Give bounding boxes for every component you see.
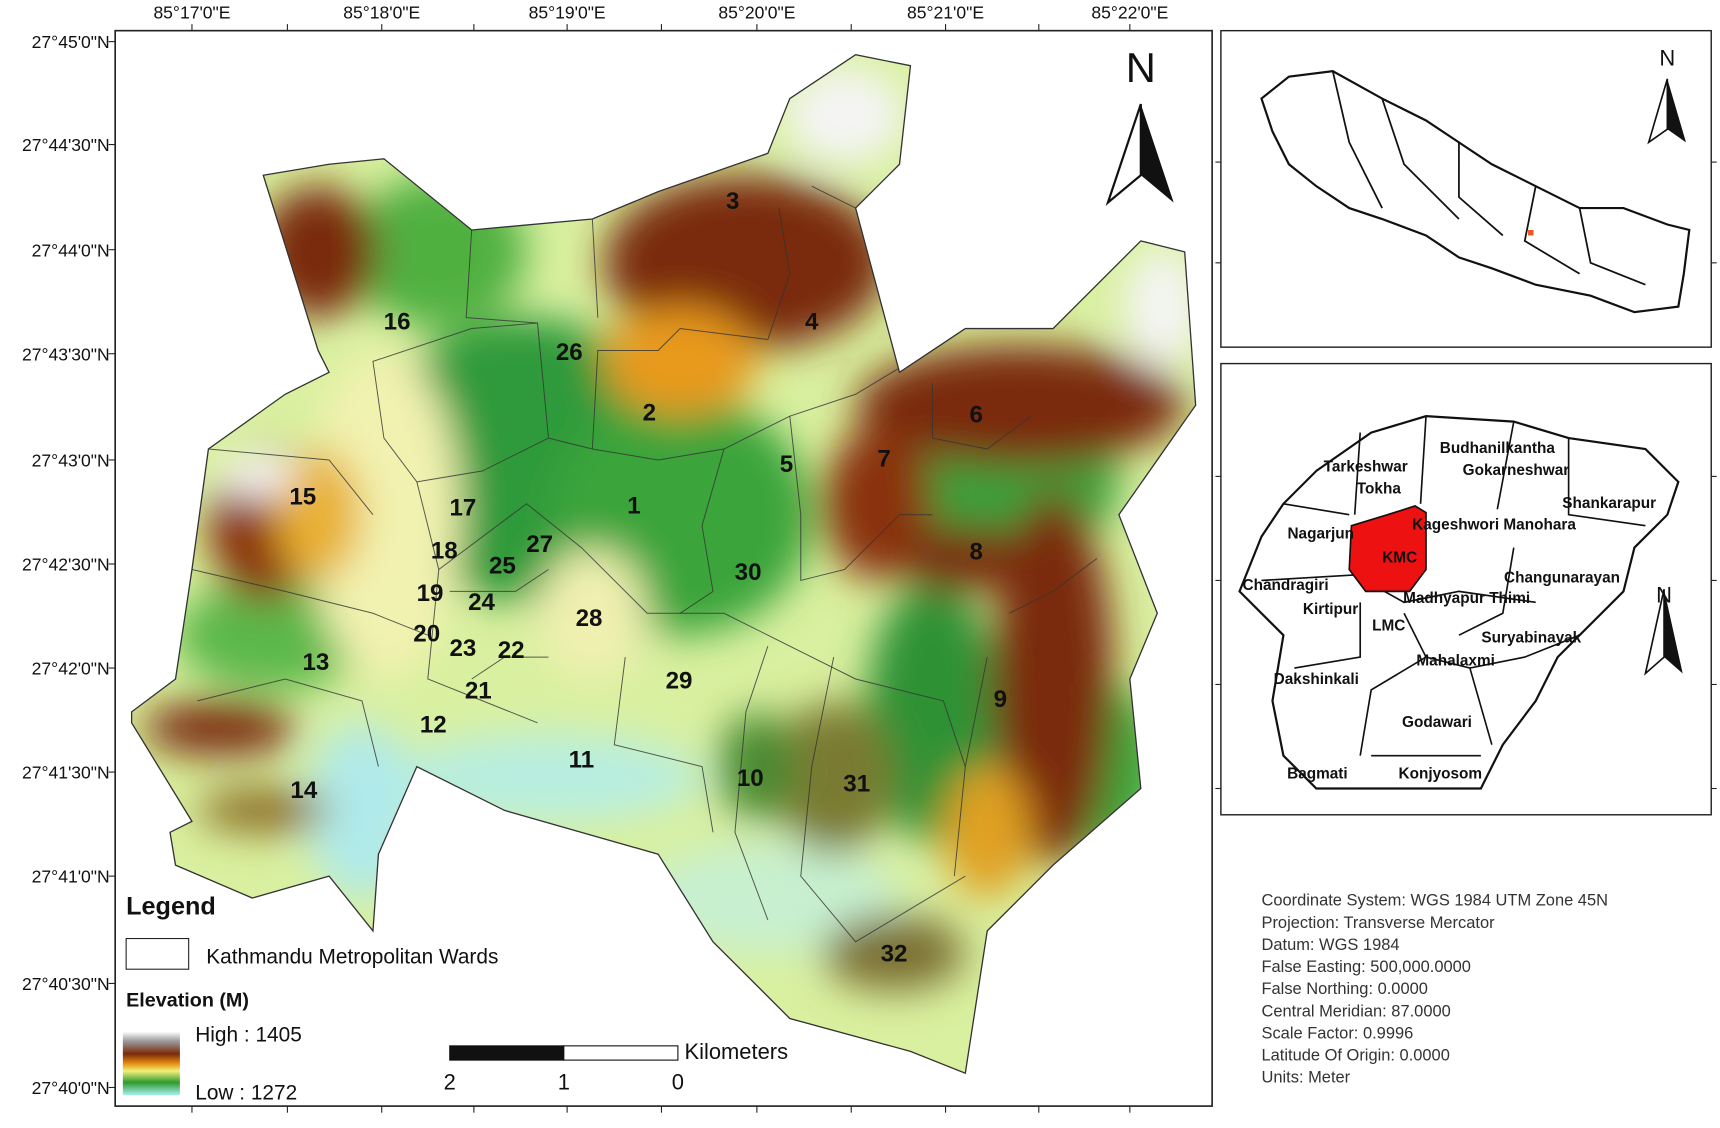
district-label: Tarkeshwar [1324, 459, 1408, 476]
projection-info-line: Datum: WGS 1984 [1261, 936, 1399, 954]
district-label: Madhyapur Thimi [1403, 590, 1530, 607]
projection-info-line: Projection: Transverse Mercator [1261, 914, 1495, 932]
district-label: Kirtipur [1303, 601, 1358, 618]
district-label: Godawari [1402, 714, 1472, 731]
ward-label: 12 [420, 711, 447, 738]
ward-label: 8 [970, 538, 983, 565]
ward-label: 18 [431, 537, 458, 564]
north-label: N [1126, 44, 1156, 91]
ward-label: 5 [780, 451, 793, 478]
district-label: Konjyosom [1399, 765, 1483, 782]
latitude-label: 27°44'30"N [22, 135, 110, 155]
ward-label: 10 [737, 765, 764, 792]
district-label: Changunarayan [1504, 569, 1620, 586]
district-label: LMC [1372, 617, 1405, 634]
ward-label: 14 [290, 777, 317, 804]
legend-elevation-title: Elevation (M) [126, 989, 249, 1011]
ward-label: 7 [877, 445, 890, 472]
district-label: Tokha [1357, 481, 1402, 498]
district-label: Gokarneshwar [1463, 462, 1570, 479]
projection-info-line: Central Meridian: 87.0000 [1261, 1002, 1450, 1020]
north-arrow: N [1105, 44, 1174, 206]
scale-label: 2 [444, 1070, 456, 1095]
ward-label: 21 [465, 678, 492, 705]
latitude-label: 27°41'0"N [32, 867, 110, 887]
ward-label: 13 [302, 649, 329, 676]
latitude-label: 27°42'30"N [22, 555, 110, 575]
district-label: Chandragiri [1243, 577, 1329, 594]
north-label: N [1656, 582, 1672, 607]
longitude-label: 85°20'0"E [718, 3, 795, 23]
ward-label: 9 [994, 686, 1007, 713]
district-label: Shankarapur [1562, 495, 1656, 512]
longitude-label: 85°19'0"E [529, 3, 606, 23]
ward-label: 30 [735, 559, 762, 586]
district-label: KMC [1382, 550, 1417, 567]
latitude-label: 27°45'0"N [32, 32, 110, 52]
latitude-label: 27°41'30"N [22, 763, 110, 783]
latitude-label: 27°43'30"N [22, 344, 110, 364]
north-label: N [1659, 46, 1675, 71]
district-label: Dakshinkali [1274, 671, 1359, 688]
scale-bar: Kilometers 2 1 0 [444, 1039, 788, 1095]
legend: Legend Kathmandu Metropolitan Wards Elev… [122, 892, 498, 1105]
ward-label: 29 [666, 668, 693, 695]
ward-label: 6 [970, 402, 983, 429]
ward-label: 4 [805, 308, 819, 335]
longitude-label: 85°22'0"E [1091, 3, 1168, 23]
district-label: Mahalaxmi [1416, 653, 1494, 670]
ward-label: 17 [449, 495, 476, 522]
legend-ward-swatch [125, 937, 190, 970]
ward-label: 28 [576, 605, 603, 632]
district-label: Kageshwori Manohara [1412, 517, 1576, 534]
ward-label: 3 [726, 188, 739, 215]
latitude-label: 27°40'30"N [22, 974, 110, 994]
projection-info-line: Units: Meter [1261, 1069, 1350, 1087]
scale-label: 0 [672, 1070, 684, 1095]
legend-title: Legend [126, 892, 216, 920]
ward-label: 19 [417, 580, 444, 607]
projection-info-line: False Northing: 0.0000 [1261, 980, 1427, 998]
legend-high: High : 1405 [195, 1023, 302, 1046]
ward-label: 31 [843, 771, 870, 798]
district-label: Bagmati [1287, 765, 1348, 782]
latitude-label: 27°42'0"N [32, 659, 110, 679]
longitude-label: 85°18'0"E [343, 3, 420, 23]
ward-label: 23 [449, 635, 476, 662]
inset-nepal: N [1220, 29, 1712, 348]
inset-valley: N [1220, 362, 1712, 816]
ward-label: 25 [489, 553, 516, 580]
legend-ward-label: Kathmandu Metropolitan Wards [206, 946, 498, 969]
ward-label: 27 [526, 531, 553, 558]
district-label: Nagarjun [1287, 525, 1353, 542]
legend-low: Low : 1272 [195, 1082, 297, 1105]
ward-label: 26 [556, 339, 583, 366]
projection-info-line: Latitude Of Origin: 0.0000 [1261, 1047, 1449, 1065]
scale-label: 1 [558, 1070, 570, 1095]
district-label: Budhanilkantha [1440, 440, 1556, 457]
ward-label: 2 [643, 399, 656, 426]
latitude-label: 27°44'0"N [32, 240, 110, 260]
district-label: Suryabinayak [1481, 630, 1581, 647]
latitude-label: 27°40'0"N [32, 1078, 110, 1098]
longitude-label: 85°21'0"E [907, 3, 984, 23]
ward-label: 15 [289, 484, 316, 511]
ward-label: 11 [569, 747, 595, 774]
longitude-label: 85°17'0"E [153, 3, 230, 23]
latitude-label: 27°43'0"N [32, 451, 110, 471]
projection-info-line: Scale Factor: 0.9996 [1261, 1024, 1413, 1042]
ward-label: 1 [627, 492, 640, 519]
ward-label: 22 [498, 637, 525, 664]
kmc-highlight [1348, 505, 1427, 593]
ward-label: 24 [468, 589, 495, 616]
ward-label: 16 [384, 308, 411, 335]
ward-label: 32 [881, 940, 908, 967]
projection-info-line: Coordinate System: WGS 1984 UTM Zone 45N [1261, 892, 1608, 910]
ward-label: 20 [413, 621, 440, 648]
scale-unit: Kilometers [684, 1039, 788, 1064]
legend-elevation-ramp [122, 1031, 180, 1096]
projection-info-line: False Easting: 500,000.0000 [1261, 958, 1470, 976]
